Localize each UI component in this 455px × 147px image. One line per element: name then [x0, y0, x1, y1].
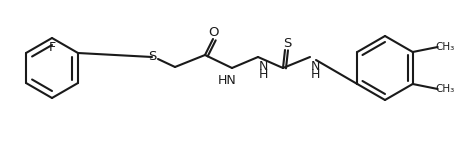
Text: CH₃: CH₃: [434, 84, 453, 94]
Text: H: H: [310, 69, 319, 81]
Text: O: O: [208, 25, 219, 39]
Text: CH₃: CH₃: [434, 42, 453, 52]
Text: F: F: [48, 41, 56, 54]
Text: S: S: [282, 36, 291, 50]
Text: S: S: [147, 51, 156, 64]
Text: N: N: [258, 61, 267, 74]
Text: H: H: [258, 69, 267, 81]
Text: HN: HN: [217, 74, 236, 86]
Text: N: N: [310, 61, 319, 74]
